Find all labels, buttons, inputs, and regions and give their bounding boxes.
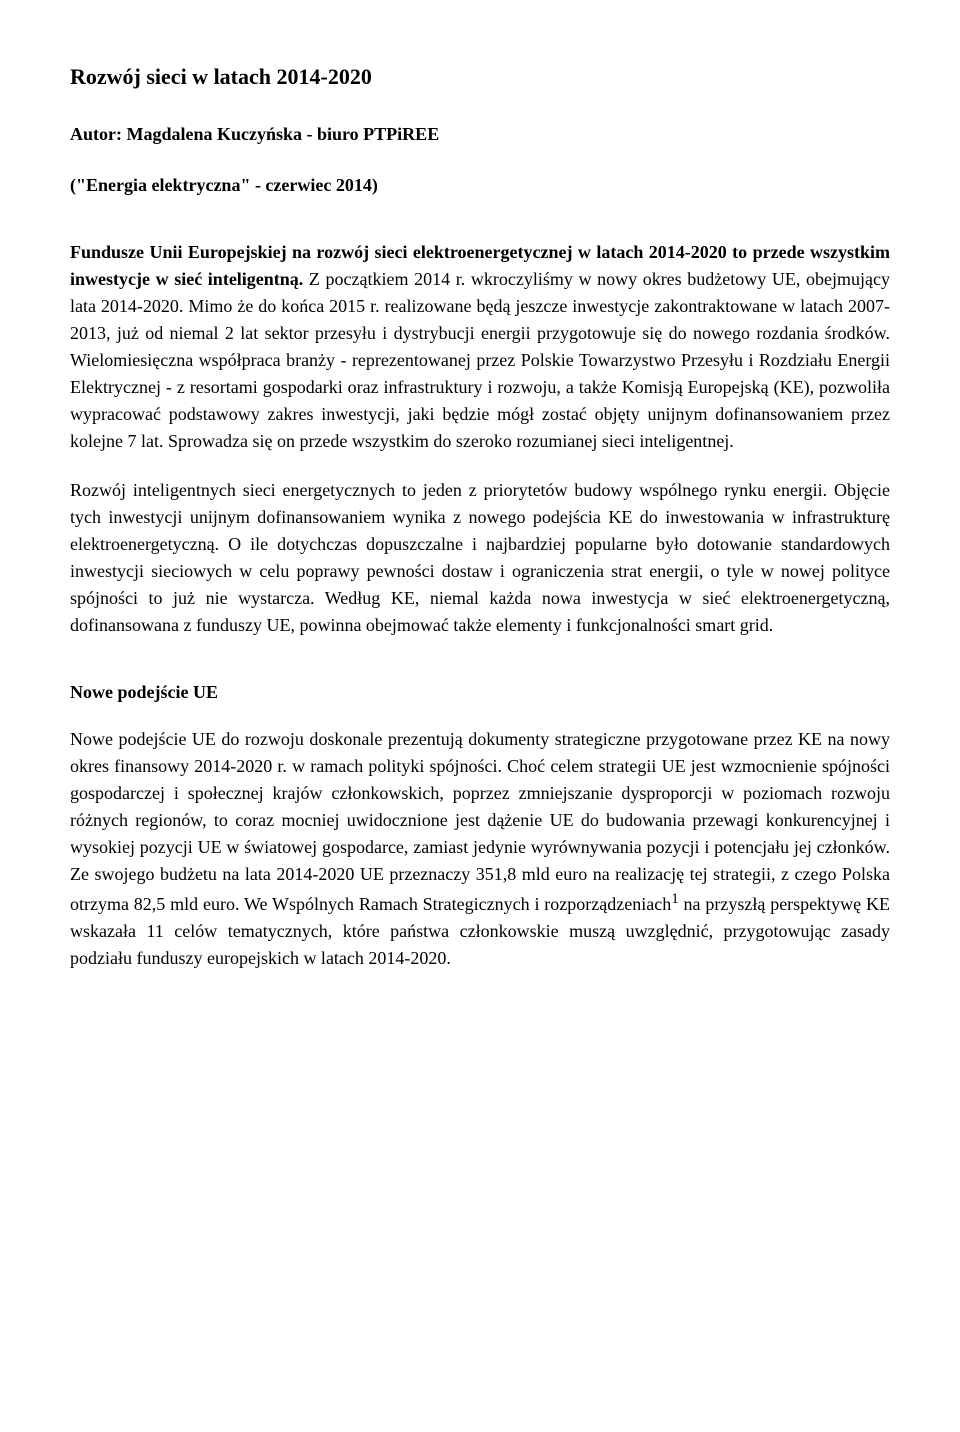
paragraph-3: Nowe podejście UE do rozwoju doskonale p… (70, 726, 890, 972)
paragraph-2: Rozwój inteligentnych sieci energetyczny… (70, 477, 890, 639)
footnote-marker: 1 (671, 891, 679, 907)
section-heading: Nowe podejście UE (70, 679, 890, 706)
paragraph-1: Fundusze Unii Europejskiej na rozwój sie… (70, 239, 890, 455)
document-title: Rozwój sieci w latach 2014-2020 (70, 60, 890, 93)
document-source: ("Energia elektryczna" - czerwiec 2014) (70, 172, 890, 199)
document-author: Autor: Magdalena Kuczyńska - biuro PTPiR… (70, 121, 890, 148)
paragraph-3-part-a: Nowe podejście UE do rozwoju doskonale p… (70, 729, 890, 914)
paragraph-1-rest: Z początkiem 2014 r. wkroczyliśmy w nowy… (70, 269, 890, 451)
